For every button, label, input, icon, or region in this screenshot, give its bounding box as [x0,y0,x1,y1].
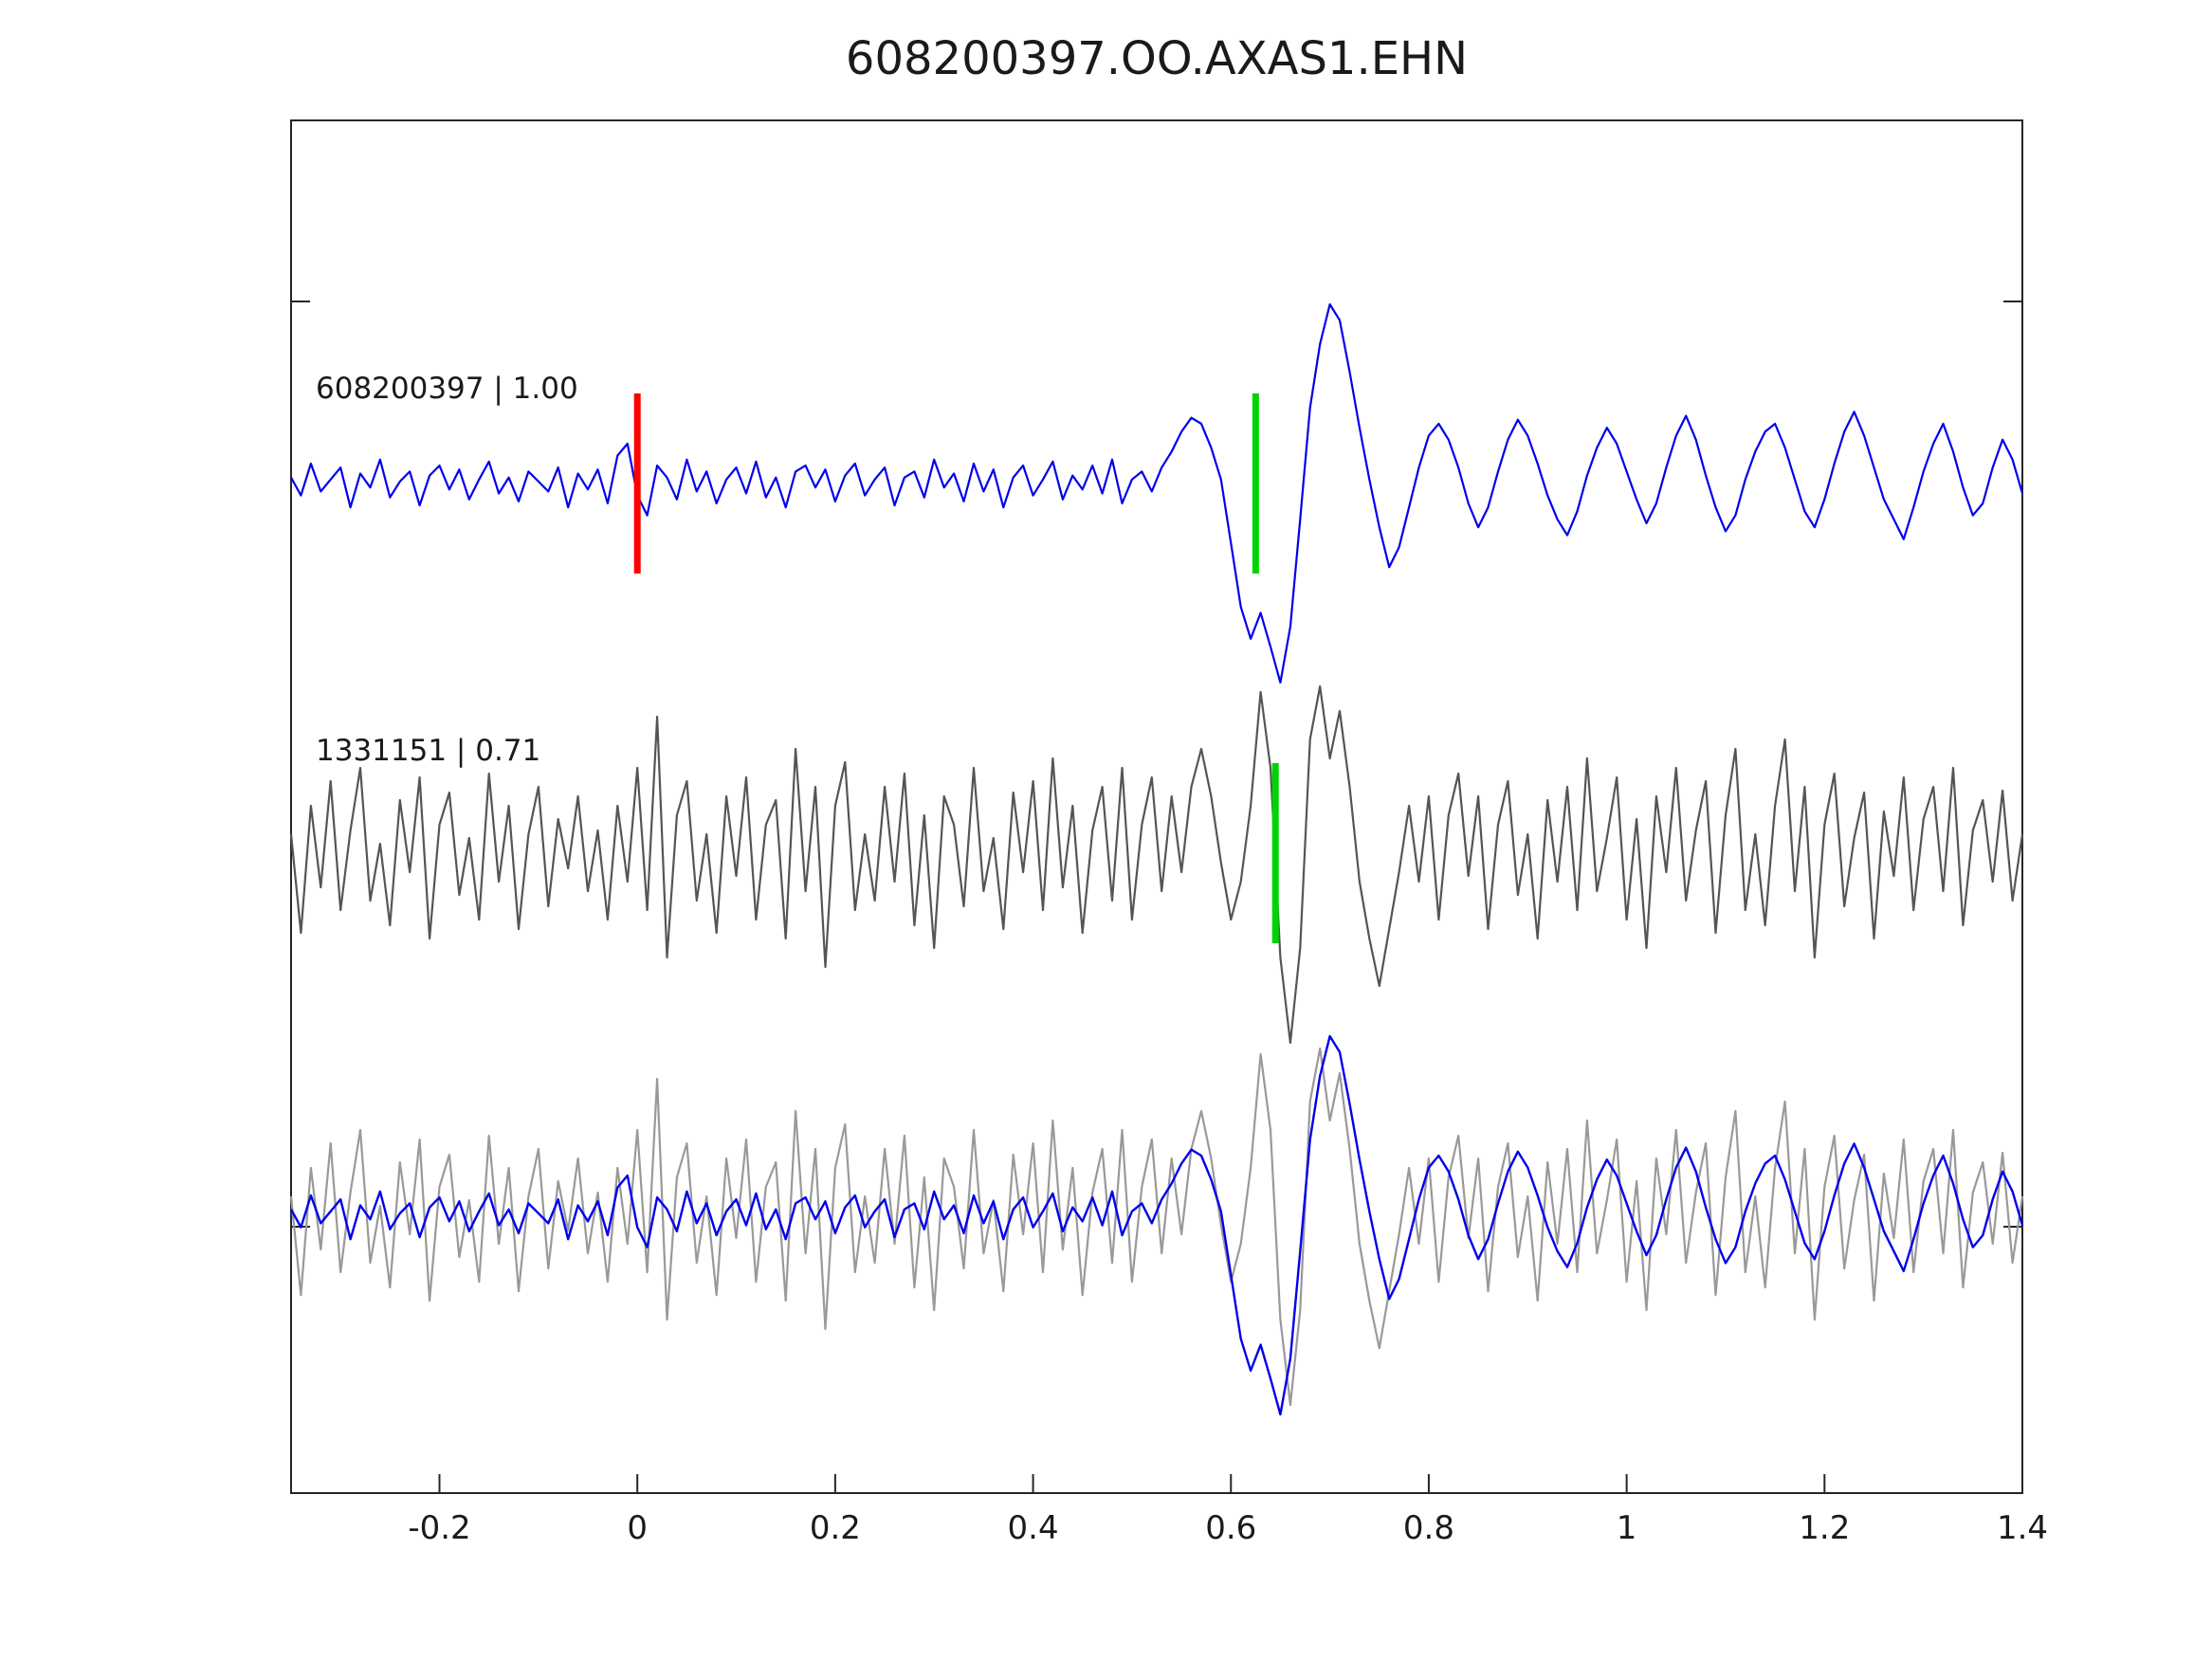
x-tick-label: 1 [1617,1509,1637,1547]
overlay-trace-reference [289,1034,2024,1416]
x-tick-label: 0.6 [1205,1509,1256,1547]
reference-trace-label: 608200397 | 1.00 [316,372,578,406]
waveform-trace-reference [290,302,2024,684]
traces-layer [289,302,2024,1416]
x-tick-label: 0.4 [1008,1509,1059,1547]
waveform-trace-match [289,684,2024,1045]
x-tick-label: 1.2 [1799,1509,1850,1547]
axis-ticks: -0.2 0 0.2 0.4 0.6 0.8 1 1.2 1.4 [291,301,2048,1547]
x-tick-label: 0.8 [1403,1509,1454,1547]
pick-markers-layer [633,393,1279,943]
x-tick-label: 0.2 [810,1509,861,1547]
chart-title: 608200397.OO.AXAS1.EHN [846,32,1468,85]
x-tick-label: -0.2 [408,1509,470,1547]
x-tick-label: 1.4 [1997,1509,2048,1547]
x-tick-label: 0 [627,1509,648,1547]
match-trace-label: 1331151 | 0.71 [316,734,540,768]
plot-box [290,119,2023,1494]
overlay-trace-match [289,1047,2024,1407]
